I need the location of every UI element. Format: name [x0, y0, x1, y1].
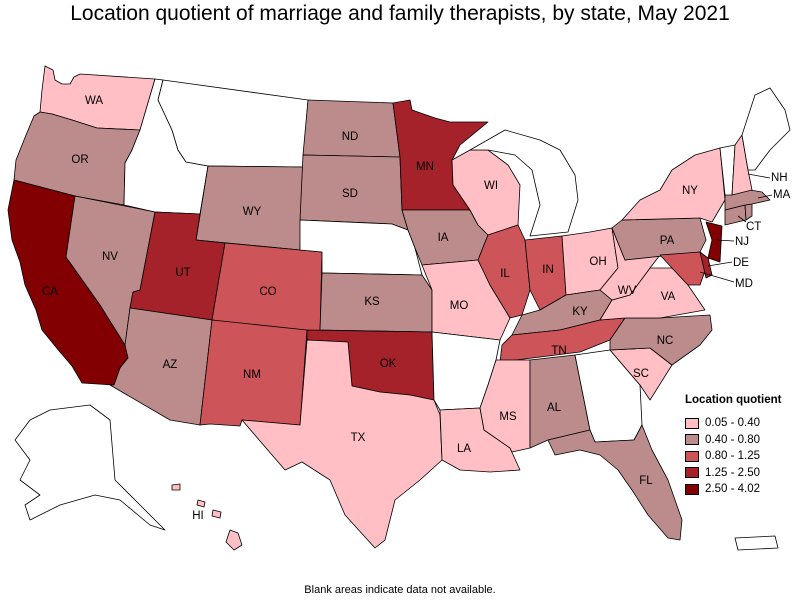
label-nd: ND: [342, 131, 359, 143]
label-wy: WY: [243, 206, 262, 218]
leader-ma: [757, 194, 773, 199]
legend-title: Location quotient: [685, 394, 782, 406]
label-nm: NM: [243, 369, 261, 381]
legend-swatch: [685, 434, 699, 446]
legend-item: 0.05 - 0.40: [685, 415, 795, 432]
label-de: DE: [733, 257, 749, 269]
legend-swatch: [685, 417, 699, 429]
label-nv: NV: [102, 251, 118, 263]
label-al: AL: [547, 402, 562, 414]
label-hi: HI: [192, 510, 204, 522]
label-or: OR: [71, 154, 88, 166]
state-hi: [171, 483, 243, 551]
label-sc: SC: [633, 368, 649, 380]
legend-label: 1.25 - 2.50: [705, 466, 760, 479]
legend-label: 2.50 - 4.02: [705, 483, 760, 496]
label-va: VA: [661, 291, 676, 303]
label-in: IN: [542, 264, 554, 276]
label-ia: IA: [438, 232, 449, 244]
label-md: MD: [735, 278, 753, 290]
label-wa: WA: [85, 95, 103, 107]
legend-label: 0.40 - 0.80: [705, 433, 760, 446]
label-la: LA: [457, 443, 471, 455]
label-ny: NY: [682, 185, 698, 197]
label-nh: NH: [771, 172, 788, 184]
leader-md: [699, 271, 735, 283]
state-de: [699, 251, 713, 279]
label-ct: CT: [746, 221, 761, 233]
state-ak: [14, 404, 166, 531]
legend-item: 0.40 - 0.80: [685, 432, 795, 449]
state-nm: [199, 319, 308, 427]
legend-item: 2.50 - 4.02: [685, 481, 795, 498]
legend-label: 0.80 - 1.25: [705, 450, 760, 463]
state-nh: [731, 134, 753, 196]
label-il: IL: [500, 268, 510, 280]
state-ny: [621, 147, 726, 223]
label-nc: NC: [657, 335, 674, 347]
legend-item: 0.80 - 1.25: [685, 448, 795, 465]
state-me: [741, 87, 791, 171]
state-pr: [734, 535, 779, 551]
label-wi: WI: [484, 180, 498, 192]
footnote: Blank areas indicate data not available.: [304, 584, 496, 596]
label-ms: MS: [499, 411, 517, 423]
state-nd: [302, 99, 401, 158]
legend: Location quotient 0.05 - 0.40 0.40 - 0.8…: [685, 394, 795, 498]
label-ut: UT: [175, 267, 190, 279]
legend-swatch: [685, 483, 699, 495]
legend-swatch: [685, 450, 699, 462]
leader-ct: [737, 215, 747, 223]
label-az: AZ: [163, 359, 178, 371]
label-ks: KS: [364, 296, 380, 308]
state-mt: [157, 79, 309, 168]
label-mn: MN: [416, 161, 434, 173]
label-pa: PA: [660, 235, 675, 247]
label-tn: TN: [551, 345, 566, 357]
label-oh: OH: [589, 256, 606, 268]
label-co: CO: [259, 286, 276, 298]
label-ca: CA: [42, 286, 58, 298]
state-tx: [241, 339, 443, 549]
label-fl: FL: [639, 475, 653, 487]
legend-item: 1.25 - 2.50: [685, 465, 795, 482]
state-ri: [744, 203, 753, 221]
leader-nh: [747, 173, 771, 179]
state-mi: [469, 129, 579, 237]
label-mo: MO: [450, 300, 469, 312]
legend-label: 0.05 - 0.40: [705, 417, 760, 430]
label-ma: MA: [773, 189, 791, 201]
state-nj: [705, 221, 723, 263]
leader-nj: [715, 239, 735, 242]
leader-de: [707, 261, 733, 267]
map-title: Location quotient of marriage and family…: [70, 2, 730, 25]
label-ky: KY: [572, 306, 588, 318]
state-fl: [547, 424, 683, 541]
label-wv: WV: [618, 285, 637, 297]
label-nj: NJ: [735, 236, 749, 248]
label-ok: OK: [380, 358, 397, 370]
label-sd: SD: [342, 188, 358, 200]
label-tx: TX: [351, 432, 366, 444]
legend-swatch: [685, 467, 699, 479]
